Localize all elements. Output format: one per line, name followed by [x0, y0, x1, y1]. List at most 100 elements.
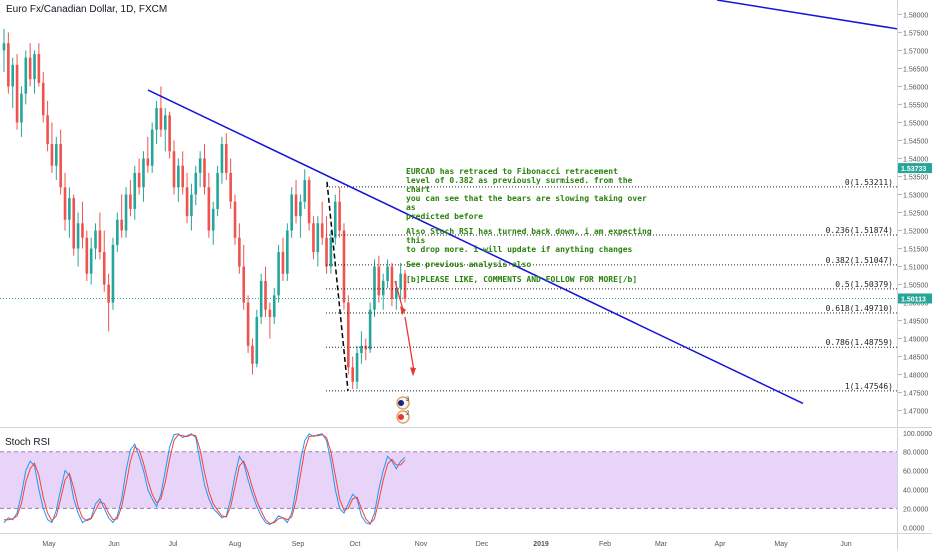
candle	[28, 57, 32, 80]
candle	[2, 43, 6, 51]
candle	[307, 180, 311, 224]
candle	[272, 295, 276, 317]
y-tick-label: 1.47000	[903, 409, 928, 416]
stoch-rsi-title: Stoch RSI	[5, 437, 51, 448]
candle	[390, 266, 394, 299]
x-tick-label: Apr	[715, 541, 727, 548]
candle	[41, 82, 45, 116]
candle	[102, 252, 106, 285]
fib-level-label: 1(1.47546)	[845, 382, 893, 391]
candle	[386, 266, 389, 281]
candle	[46, 115, 49, 145]
candle	[394, 288, 398, 299]
note-line: EURCAD has retraced to Fibonacci retrace…	[406, 167, 618, 176]
candle	[155, 108, 158, 130]
candle	[281, 252, 285, 274]
rsi-tick-label: 60.0000	[903, 469, 928, 476]
y-tick-label: 1.50500	[903, 283, 928, 290]
marked-price-tag-label: 1.53733	[901, 166, 926, 173]
candle	[303, 180, 307, 202]
candle	[342, 230, 346, 303]
stoch-rsi-band	[0, 451, 897, 509]
y-tick-label: 1.48000	[903, 373, 928, 380]
y-tick-label: 1.49000	[903, 337, 928, 344]
candle	[137, 172, 141, 188]
candle	[59, 144, 62, 188]
x-tick-label: Oct	[350, 541, 361, 548]
candle	[20, 93, 23, 123]
candle	[185, 187, 189, 217]
rsi-tick-label: 100.0000	[903, 431, 932, 438]
candle	[207, 187, 211, 231]
candle	[355, 352, 359, 382]
y-tick-label: 1.51000	[903, 265, 928, 272]
candle	[286, 230, 289, 274]
candle	[50, 144, 54, 166]
y-tick-label: 1.53500	[903, 174, 928, 181]
candle	[198, 158, 202, 173]
candle	[312, 223, 315, 253]
note-line: See previous analysis also	[406, 260, 532, 269]
candle	[203, 158, 206, 188]
x-tick-label: Jun	[108, 541, 119, 548]
fib-level-label: 0.786(1.48759)	[826, 338, 893, 347]
rsi-tick-label: 20.0000	[903, 506, 928, 513]
candle	[54, 144, 58, 166]
candle	[133, 172, 137, 209]
x-tick-label: May	[774, 541, 788, 548]
candle	[190, 194, 193, 217]
candle	[360, 345, 363, 353]
y-tick-label: 1.54500	[903, 138, 928, 145]
candle	[290, 194, 293, 231]
x-tick-label: Mar	[655, 541, 668, 548]
note-line: level of 0.382 as previously surmised. f…	[406, 176, 633, 194]
rsi-tick-label: 0.0000	[903, 525, 925, 532]
y-tick-label: 1.47500	[903, 391, 928, 398]
y-tick-label: 1.49500	[903, 319, 928, 326]
y-tick-label: 1.58000	[903, 12, 928, 19]
x-tick-label: Sep	[292, 541, 305, 548]
y-tick-label: 1.53000	[903, 192, 928, 199]
fib-level-label: 0.382(1.51047)	[826, 256, 893, 265]
analysis-note: EURCAD has retraced to Fibonacci retrace…	[406, 167, 656, 292]
y-tick-label: 1.55500	[903, 102, 928, 109]
x-tick-label: Nov	[415, 541, 428, 548]
candle	[347, 302, 350, 368]
y-tick-label: 1.57000	[903, 48, 928, 55]
candle	[181, 165, 185, 188]
candle	[68, 198, 71, 220]
candle	[98, 230, 102, 253]
candle	[329, 237, 333, 267]
rsi-tick-label: 40.0000	[903, 488, 928, 495]
x-tick-label: May	[42, 541, 56, 548]
y-tick-label: 1.55000	[903, 120, 928, 127]
candle	[233, 201, 237, 238]
candle	[264, 280, 267, 310]
candle	[129, 194, 132, 209]
trend-line	[147, 89, 804, 405]
y-tick-label: 1.52500	[903, 211, 928, 218]
current-price-tag	[898, 293, 932, 304]
candle	[124, 194, 128, 231]
candle	[211, 208, 215, 231]
candle	[7, 43, 10, 87]
fib-level-label: 0.618(1.49710)	[826, 304, 893, 313]
candle	[251, 345, 254, 364]
marked-price-tag	[898, 163, 932, 174]
y-tick-label: 1.52000	[903, 229, 928, 236]
stoch-k-line	[3, 433, 406, 526]
note-line: predicted before	[406, 212, 484, 221]
candle	[168, 115, 171, 152]
candle	[373, 266, 376, 310]
candle	[399, 273, 402, 289]
fib-level-label: 0(1.53211)	[845, 178, 893, 187]
candle	[299, 201, 302, 217]
note-line: you can see that the bears are slowing t…	[406, 194, 647, 212]
candle	[246, 302, 250, 346]
candle	[381, 280, 385, 296]
candle	[76, 223, 80, 249]
y-tick-label: 1.56000	[903, 84, 928, 91]
y-tick-label: 1.50000	[903, 301, 928, 308]
y-tick-label: 1.48500	[903, 355, 928, 362]
